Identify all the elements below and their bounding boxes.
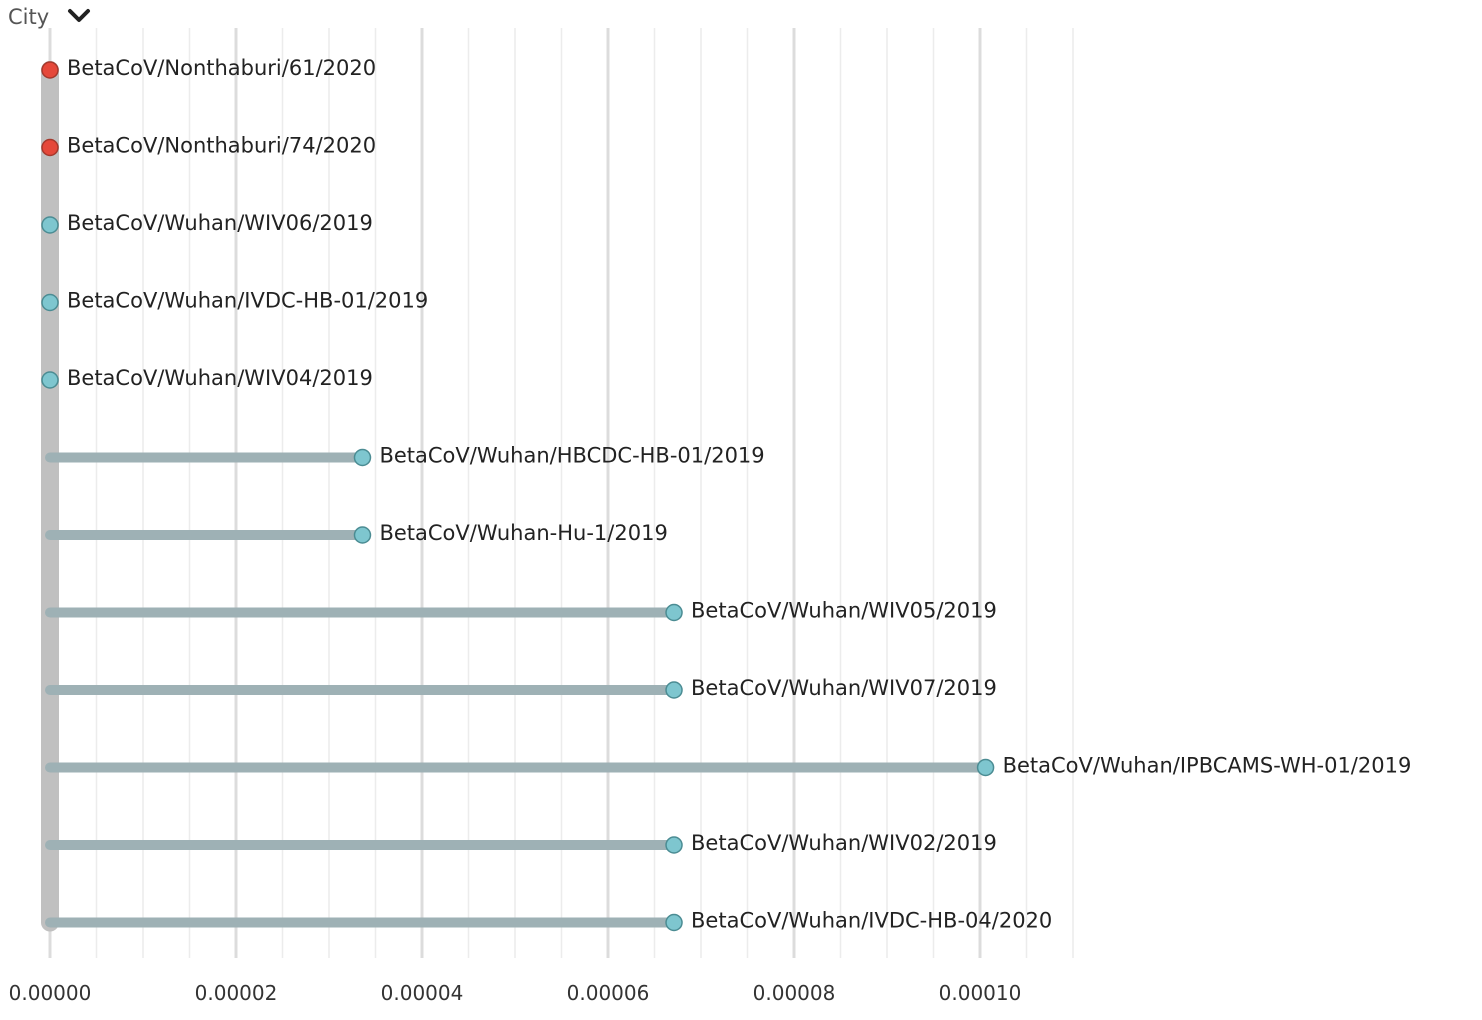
tip-label: BetaCoV/Wuhan/WIV07/2019	[691, 676, 997, 700]
tip-labels: BetaCoV/Nonthaburi/61/2020 BetaCoV/Nontha…	[67, 56, 1411, 933]
tip-marker[interactable]	[353, 526, 372, 544]
tip-marker[interactable]	[41, 293, 59, 312]
x-tick-label: 0.00004	[381, 981, 464, 1005]
tip-marker[interactable]	[665, 836, 683, 854]
x-tick-label: 0.00000	[9, 981, 92, 1005]
tip-label: BetaCoV/Nonthaburi/61/2020	[67, 56, 376, 80]
x-tick-label: 0.00006	[567, 981, 650, 1005]
chevron-down-icon[interactable]	[67, 5, 91, 29]
tip-label: BetaCoV/Nonthaburi/74/2020	[67, 134, 376, 158]
color-by-dropdown[interactable]: City	[8, 2, 91, 32]
tip-marker[interactable]	[976, 758, 995, 777]
tip-marker[interactable]	[665, 913, 683, 932]
tip-marker[interactable]	[353, 448, 372, 467]
tip-label: BetaCoV/Wuhan-Hu-1/2019	[379, 521, 667, 545]
grid-lines	[48, 28, 1074, 958]
tip-label: BetaCoV/Wuhan/IPBCAMS-WH-01/2019	[1003, 754, 1412, 778]
tip-label: BetaCoV/Wuhan/IVDC-HB-04/2020	[691, 909, 1052, 933]
tip-marker[interactable]	[41, 61, 59, 79]
tip-marker[interactable]	[41, 371, 59, 389]
tip-label: BetaCoV/Wuhan/WIV02/2019	[691, 831, 997, 855]
x-tick-label: 0.00008	[753, 981, 836, 1005]
color-by-label: City	[8, 5, 50, 29]
x-tick-label: 0.00010	[939, 981, 1022, 1005]
tip-marker[interactable]	[41, 216, 59, 234]
tip-label: BetaCoV/Wuhan/WIV04/2019	[67, 366, 373, 390]
tips	[41, 61, 995, 932]
tip-label: BetaCoV/Wuhan/IVDC-HB-01/2019	[67, 289, 428, 313]
tip-label: BetaCoV/Wuhan/HBCDC-HB-01/2019	[379, 444, 764, 468]
tip-marker[interactable]	[665, 603, 683, 622]
branches	[45, 452, 991, 928]
x-axis-tick-labels: 0.00000 0.00002 0.00004 0.00006 0.00008 0.000…	[9, 981, 1022, 1005]
tip-label: BetaCoV/Wuhan/WIV05/2019	[691, 599, 997, 623]
tip-label: BetaCoV/Wuhan/WIV06/2019	[67, 211, 373, 235]
x-tick-label: 0.00002	[195, 981, 278, 1005]
tip-marker[interactable]	[665, 681, 683, 699]
tip-marker[interactable]	[41, 138, 59, 157]
